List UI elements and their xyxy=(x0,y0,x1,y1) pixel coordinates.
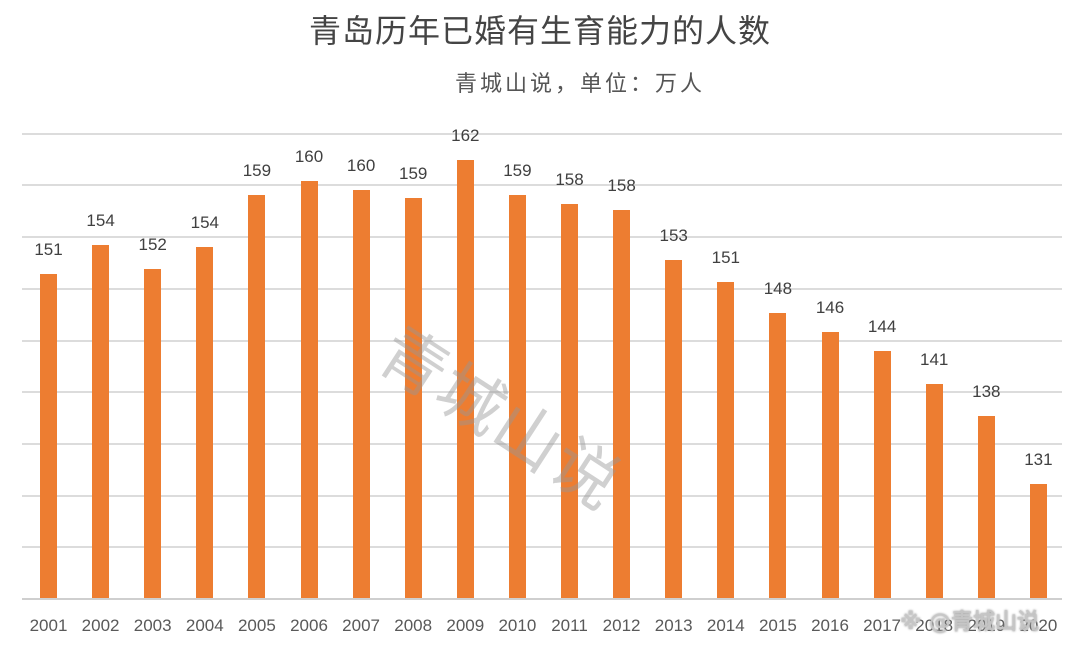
x-tick-label: 2013 xyxy=(654,616,693,635)
bar-2014 xyxy=(717,282,735,598)
gridline xyxy=(22,546,1062,549)
bar-2001 xyxy=(40,274,57,598)
x-tick-label: 2003 xyxy=(133,616,172,635)
bar-2017 xyxy=(873,351,891,598)
x-tick-label: 2007 xyxy=(342,616,380,635)
data-label: 160 xyxy=(294,147,324,166)
gridline xyxy=(22,339,1062,342)
chart-subtitle: 青城山说，单位：万人 xyxy=(455,72,706,97)
bar-2008 xyxy=(404,198,422,598)
x-tick-label: 2014 xyxy=(706,616,745,635)
gridline xyxy=(22,391,1062,394)
gridline xyxy=(22,442,1062,445)
bar-2011 xyxy=(561,204,578,598)
corner-watermark: ※ @青城山说 xyxy=(900,610,1040,635)
gridline xyxy=(22,494,1062,497)
bar-2015 xyxy=(769,313,787,598)
data-label: 160 xyxy=(346,156,376,175)
gridline xyxy=(22,132,1062,135)
data-label: 141 xyxy=(920,350,949,369)
data-label: 162 xyxy=(451,126,480,145)
data-label: 144 xyxy=(867,317,897,336)
x-tick-label: 2016 xyxy=(811,616,849,635)
bar-2020 xyxy=(1029,484,1047,598)
data-label: 159 xyxy=(399,164,428,183)
gridline xyxy=(22,287,1062,290)
data-label: 158 xyxy=(607,176,636,195)
x-tick-label: 2018 xyxy=(915,616,954,635)
x-tick-label: 2015 xyxy=(758,616,797,635)
data-label: 158 xyxy=(555,170,584,189)
data-label: 154 xyxy=(86,211,115,230)
data-label: 152 xyxy=(138,235,167,254)
x-tick-label: 2008 xyxy=(394,616,433,635)
bar-2010 xyxy=(508,195,526,598)
bar-2002 xyxy=(92,245,110,598)
data-label: 148 xyxy=(763,279,793,298)
data-label: 151 xyxy=(34,240,63,259)
x-tick-label: 2006 xyxy=(290,616,328,635)
x-tick-label: 2005 xyxy=(237,616,276,635)
data-label: 138 xyxy=(972,382,1001,401)
x-axis-line xyxy=(22,598,1062,600)
bar-2013 xyxy=(665,260,683,598)
gridline xyxy=(22,184,1062,187)
gridline xyxy=(22,236,1062,239)
x-tick-label: 2012 xyxy=(602,616,641,635)
chart-title: 青岛历年已婚有生育能力的人数 xyxy=(308,12,771,50)
data-label: 131 xyxy=(1024,450,1053,469)
x-tick-label: 2017 xyxy=(863,616,901,635)
bar-2012 xyxy=(613,210,631,598)
bar-2016 xyxy=(821,332,839,598)
bar-2005 xyxy=(248,195,266,598)
data-label: 146 xyxy=(815,298,845,317)
x-tick-label: 2011 xyxy=(551,616,588,635)
data-label: 151 xyxy=(711,248,740,267)
x-tick-label: 2004 xyxy=(185,616,224,635)
data-label: 153 xyxy=(659,226,688,245)
x-tick-label: 2002 xyxy=(81,616,120,635)
bar-2018 xyxy=(925,384,943,598)
x-tick-label: 2009 xyxy=(446,616,485,635)
x-tick-label: 2019 xyxy=(967,616,1006,635)
x-tick-label: 2020 xyxy=(1019,616,1058,635)
x-tick-label: 2001 xyxy=(29,616,68,635)
bar-2009 xyxy=(456,160,474,598)
bar-2006 xyxy=(300,181,318,598)
bar-2007 xyxy=(352,190,370,598)
data-label: 154 xyxy=(190,213,219,232)
data-label: 159 xyxy=(503,161,532,180)
bar-2003 xyxy=(144,269,162,598)
x-tick-label: 2010 xyxy=(498,616,537,635)
data-label: 159 xyxy=(242,161,272,180)
bar-2019 xyxy=(977,416,995,598)
bar-2004 xyxy=(196,247,214,598)
